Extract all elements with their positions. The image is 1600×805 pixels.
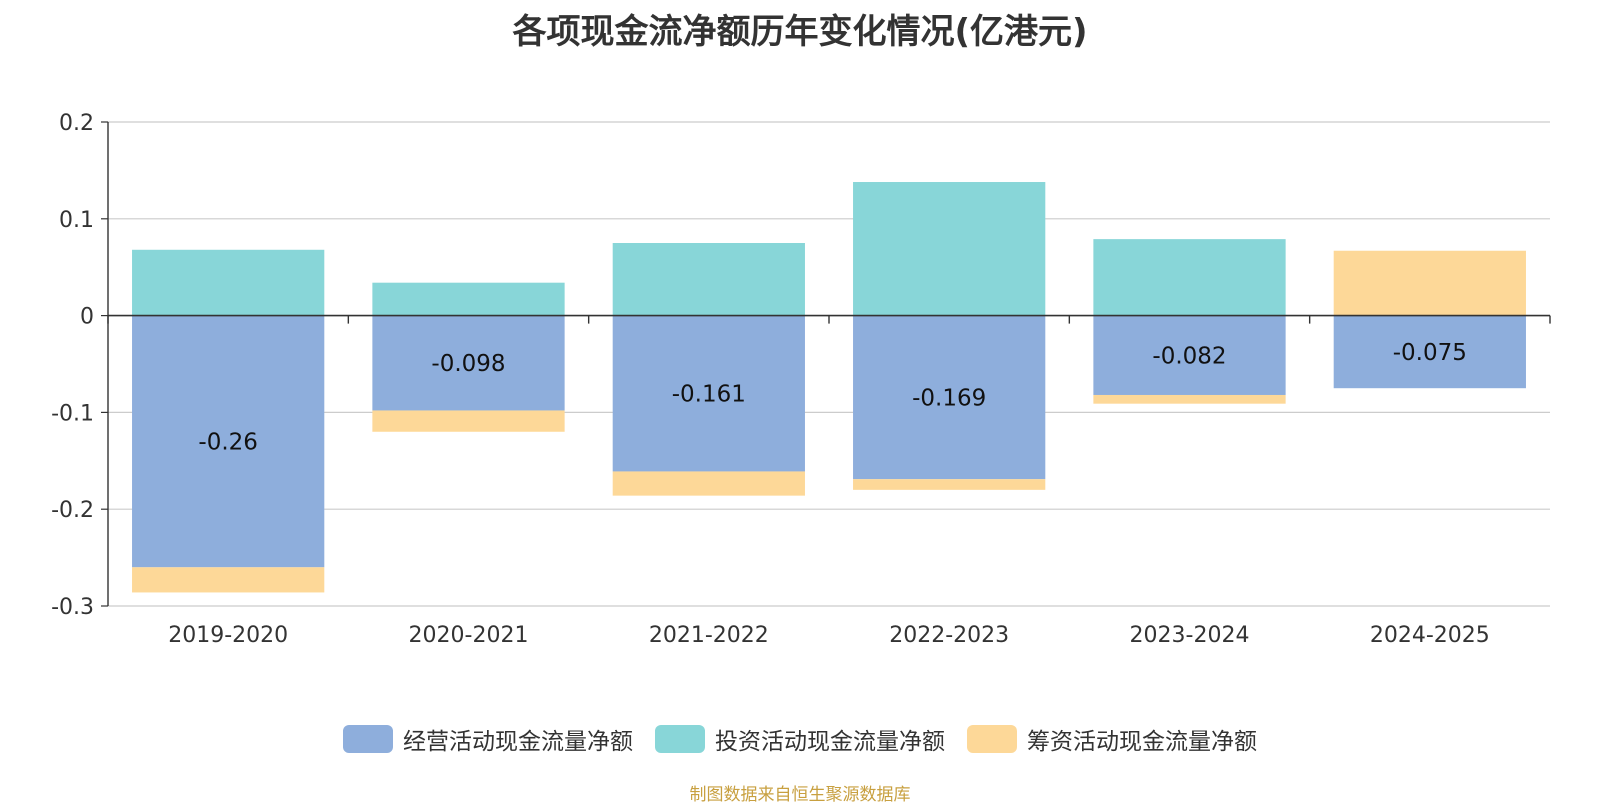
bar-operating bbox=[1333, 315, 1526, 389]
bar-investing bbox=[853, 182, 1046, 316]
bar-investing bbox=[132, 249, 325, 316]
legend-label-investing: 投资活动现金流量净额 bbox=[715, 729, 945, 755]
bar-financing bbox=[1333, 250, 1526, 316]
x-tick-label: 2020-2021 bbox=[409, 623, 529, 648]
data-label: -0.082 bbox=[1152, 343, 1226, 369]
y-tick-label: -0.3 bbox=[51, 595, 94, 620]
x-tick-label: 2024-2025 bbox=[1370, 623, 1490, 648]
data-label: -0.26 bbox=[198, 429, 258, 455]
bar-financing bbox=[132, 567, 325, 593]
legend-item-investing[interactable]: 投资活动现金流量净额 bbox=[655, 722, 945, 756]
legend-item-financing[interactable]: 筹资活动现金流量净额 bbox=[967, 722, 1257, 756]
bar-investing bbox=[612, 243, 805, 316]
bar-operating bbox=[1093, 315, 1286, 395]
y-tick-label: 0.2 bbox=[59, 111, 94, 136]
y-tick-label: 0 bbox=[80, 305, 94, 330]
legend-swatch-operating bbox=[343, 725, 393, 753]
legend-swatch-investing bbox=[655, 725, 705, 753]
bar-investing bbox=[1093, 239, 1286, 316]
x-tick-label: 2019-2020 bbox=[168, 623, 288, 648]
bar-operating bbox=[132, 315, 325, 568]
chart-title: 各项现金流净额历年变化情况(亿港元) bbox=[512, 12, 1088, 52]
legend-label-financing: 筹资活动现金流量净额 bbox=[1027, 729, 1257, 755]
legend-item-operating[interactable]: 经营活动现金流量净额 bbox=[343, 722, 633, 756]
y-tick-label: 0.1 bbox=[59, 208, 94, 233]
x-tick-label: 2022-2023 bbox=[889, 623, 1009, 648]
bar-financing bbox=[372, 410, 565, 432]
legend-label-operating: 经营活动现金流量净额 bbox=[403, 729, 633, 755]
bar-investing bbox=[372, 282, 565, 316]
bar-financing bbox=[612, 471, 805, 496]
bar-operating bbox=[372, 315, 565, 411]
y-tick-label: -0.1 bbox=[51, 401, 94, 426]
bar-financing bbox=[853, 479, 1046, 490]
legend-swatch-financing bbox=[967, 725, 1017, 753]
x-tick-label: 2023-2024 bbox=[1130, 623, 1250, 648]
data-label: -0.169 bbox=[912, 385, 986, 411]
data-label: -0.098 bbox=[431, 351, 505, 377]
data-label: -0.075 bbox=[1393, 340, 1467, 366]
bar-financing bbox=[1093, 394, 1286, 404]
legend: 经营活动现金流量净额 投资活动现金流量净额 筹资活动现金流量净额 bbox=[0, 722, 1600, 756]
bar-operating bbox=[612, 315, 805, 472]
x-tick-label: 2021-2022 bbox=[649, 623, 769, 648]
data-label: -0.161 bbox=[672, 382, 746, 408]
y-tick-label: -0.2 bbox=[51, 498, 94, 523]
bar-operating bbox=[853, 315, 1046, 480]
source-note: 制图数据来自恒生聚源数据库 bbox=[689, 785, 911, 805]
